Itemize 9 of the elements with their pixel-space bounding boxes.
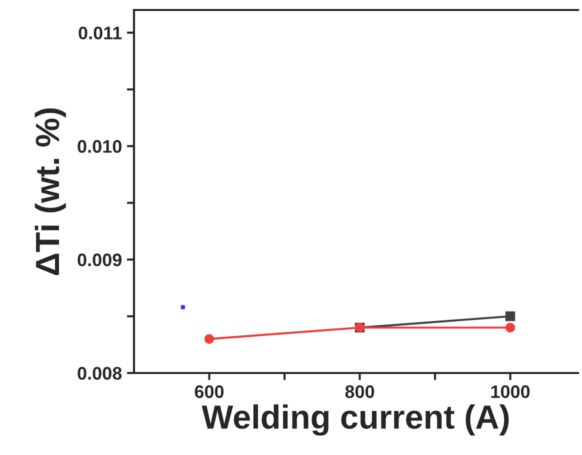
x-tick-label: 1000: [491, 385, 530, 398]
y-tick-label: 0.010: [78, 140, 122, 153]
x-axis-title: Welding current (A): [202, 404, 509, 436]
y-tick-label: 0.011: [78, 26, 122, 40]
y-axis-title: ΔTi (wt. %): [34, 108, 66, 275]
y-tick-label: 0.008: [78, 366, 122, 380]
x-tick-label: 600: [194, 385, 224, 398]
x-tick-label: 800: [345, 385, 374, 398]
y-tick-label: 0.009: [78, 253, 122, 266]
